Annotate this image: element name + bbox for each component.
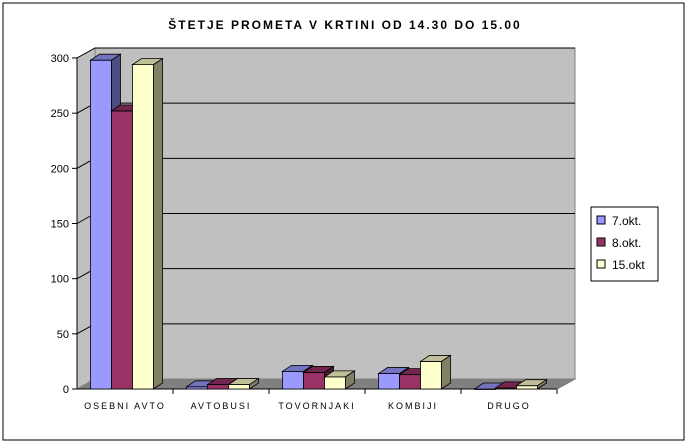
x-tick-label: AVTOBUSI bbox=[191, 401, 252, 411]
y-tick-label: 50 bbox=[57, 329, 69, 341]
bar-side bbox=[153, 57, 163, 390]
bar-front bbox=[378, 373, 400, 390]
bar bbox=[227, 377, 260, 390]
bar-front bbox=[207, 384, 229, 390]
bar-front bbox=[90, 59, 112, 390]
x-tick-label: TOVORNJAKI bbox=[278, 401, 355, 411]
legend-swatch bbox=[596, 237, 606, 247]
y-tick-label: 150 bbox=[51, 219, 69, 231]
bar-front bbox=[228, 384, 250, 390]
y-tick-label: 250 bbox=[51, 108, 69, 120]
bar bbox=[419, 354, 452, 390]
bar-front bbox=[399, 374, 421, 390]
bar-side bbox=[441, 354, 451, 390]
bar-front bbox=[303, 372, 325, 390]
x-tick-label: DRUGO bbox=[487, 401, 531, 411]
legend-label: 8.okt. bbox=[612, 236, 641, 250]
bar-front bbox=[324, 376, 346, 390]
bar-front bbox=[132, 64, 154, 390]
legend: 7.okt. 8.okt. 15.okt bbox=[590, 206, 659, 282]
x-tick-label: KOMBIJI bbox=[388, 401, 438, 411]
y-tick-label: 0 bbox=[63, 384, 69, 396]
y-tick-label: 200 bbox=[51, 163, 69, 175]
bar-front bbox=[111, 110, 133, 390]
y-tick-label: 100 bbox=[51, 274, 69, 286]
bar bbox=[323, 370, 356, 390]
y-tick-label: 300 bbox=[51, 53, 69, 65]
bar-front bbox=[420, 361, 442, 390]
chart-title: ŠTETJE PROMETA V KRTINI OD 14.30 DO 15.0… bbox=[168, 17, 521, 32]
legend-swatch bbox=[596, 259, 606, 269]
bar-side bbox=[537, 378, 547, 390]
legend-label: 7.okt. bbox=[612, 214, 641, 228]
bar-front bbox=[282, 370, 304, 390]
bar bbox=[515, 378, 548, 390]
bar-side bbox=[249, 377, 259, 390]
bar-side bbox=[345, 370, 355, 390]
floor-edge bbox=[556, 378, 576, 390]
bar-front bbox=[516, 385, 538, 390]
legend-label: 15.okt bbox=[612, 258, 645, 272]
legend-swatch bbox=[596, 215, 606, 225]
bar bbox=[131, 57, 164, 390]
x-tick-label: OSEBNI AVTO bbox=[84, 401, 166, 411]
gridline-side bbox=[76, 47, 96, 59]
